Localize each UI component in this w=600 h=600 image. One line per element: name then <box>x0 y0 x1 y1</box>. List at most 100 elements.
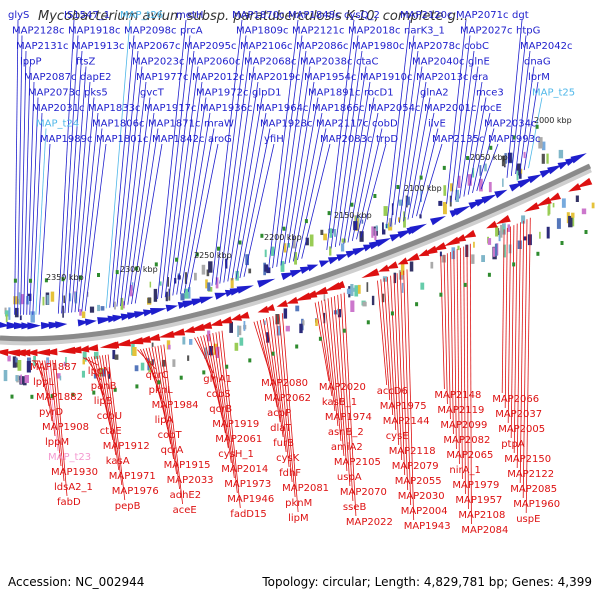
feature-block <box>97 304 100 312</box>
feature-block <box>17 375 21 381</box>
connector-line <box>109 35 135 308</box>
connector-line <box>443 254 448 405</box>
connector-line <box>330 35 359 249</box>
feature-block <box>371 295 375 306</box>
feature-block <box>520 168 523 174</box>
connector-line <box>340 293 354 502</box>
feature-block <box>409 261 414 272</box>
gene-label: MAP1957 <box>455 495 502 506</box>
scale-tick <box>304 219 308 224</box>
gene-label: MAP2086c <box>296 41 348 52</box>
connector-line <box>272 316 290 468</box>
connector-line <box>235 112 267 280</box>
scale-tick <box>175 257 179 262</box>
gene-label: MAP1972c <box>196 88 248 99</box>
feature-block <box>341 238 346 243</box>
gene-label: MAP2148 <box>434 390 481 401</box>
connector-line <box>476 128 495 192</box>
feature-block <box>315 319 318 326</box>
gene-label: lppL <box>33 377 54 388</box>
gene-label: MAP1871c <box>148 119 200 130</box>
reverse-gene-arrow <box>33 348 51 356</box>
reverse-gene-arrow <box>276 300 288 307</box>
feature-block <box>15 358 18 368</box>
scale-label-2250-kbp: 2250 kbp <box>194 251 232 260</box>
feature-block <box>503 244 506 258</box>
forward-gene-arrow <box>453 205 471 216</box>
connector-line <box>120 81 147 307</box>
gene-label: glnE <box>468 57 490 68</box>
connector-line <box>403 81 427 222</box>
connector-line <box>67 66 87 313</box>
connector-line <box>398 66 423 224</box>
feature-block <box>479 165 482 176</box>
connector-line <box>507 226 511 424</box>
scale-tick <box>260 233 264 238</box>
feature-block <box>187 355 190 361</box>
gene-label: MAP_t23 <box>48 452 91 463</box>
connector-line <box>35 128 47 315</box>
feature-block <box>571 212 575 218</box>
connector-line <box>383 278 394 416</box>
scale-tick <box>342 328 346 333</box>
scale-tick <box>271 351 275 356</box>
scale-tick <box>366 320 370 325</box>
feature-block <box>14 307 19 318</box>
feature-block <box>495 226 499 237</box>
feature-block <box>114 301 116 310</box>
connector-line <box>396 273 406 476</box>
feature-block <box>388 218 393 227</box>
scale-tick <box>50 394 54 399</box>
reverse-gene-arrow <box>183 326 195 333</box>
scale-label-2350-kbp: 2350 kbp <box>46 273 84 282</box>
feature-block <box>188 287 191 299</box>
feature-block <box>501 155 506 167</box>
connector-line <box>215 332 235 479</box>
connector-line <box>137 349 156 370</box>
gene-label: MAP2106c <box>240 41 292 52</box>
connector-line <box>272 35 303 269</box>
scale-tick <box>390 311 394 316</box>
connector-line <box>403 270 412 506</box>
connector-line <box>211 19 243 286</box>
feature-block <box>350 287 355 292</box>
gene-label: MAP1848c <box>288 10 340 21</box>
gene-label: qcrA <box>161 445 184 456</box>
feature-block <box>472 167 475 178</box>
scale-label-2150-kbp: 2150 kbp <box>334 211 372 220</box>
feature-block <box>507 152 512 163</box>
gene-label: pknM <box>285 498 312 509</box>
reverse-gene-arrow <box>209 319 223 326</box>
reverse-gene-arrow <box>167 328 186 336</box>
feature-block <box>479 178 483 192</box>
gene-label: MAP2001c <box>424 103 476 114</box>
reverse-gene-arrow <box>257 305 269 313</box>
feature-block <box>184 288 189 299</box>
scale-tick <box>512 262 516 267</box>
gene-label: sseB <box>343 502 367 513</box>
scale-label-2000-kbp: 2000 kbp <box>534 116 572 125</box>
forward-gene-arrow <box>527 174 542 184</box>
feature-block <box>239 337 244 346</box>
gene-label: uspE <box>516 514 540 525</box>
gene-label: mraW <box>204 119 234 130</box>
reverse-gene-arrow <box>301 290 318 299</box>
gene-label: dnaG <box>524 57 551 68</box>
reverse-gene-arrow <box>311 286 328 296</box>
connector-line <box>400 271 409 491</box>
gene-label: MAP_t25 <box>532 88 575 99</box>
feature-block <box>132 347 137 356</box>
feature-block <box>501 226 505 233</box>
feature-block <box>112 350 116 360</box>
forward-gene-arrow <box>236 285 254 294</box>
feature-block <box>295 305 300 312</box>
feature-block <box>494 243 498 256</box>
feature-block <box>340 243 345 252</box>
connector-line <box>209 333 229 449</box>
reverse-gene-arrows <box>0 177 593 357</box>
connector-line <box>99 355 117 456</box>
forward-connector-lines <box>14 19 543 315</box>
feature-block <box>26 296 30 305</box>
feature-block <box>375 225 378 231</box>
gene-label: MAP1919 <box>212 419 259 430</box>
